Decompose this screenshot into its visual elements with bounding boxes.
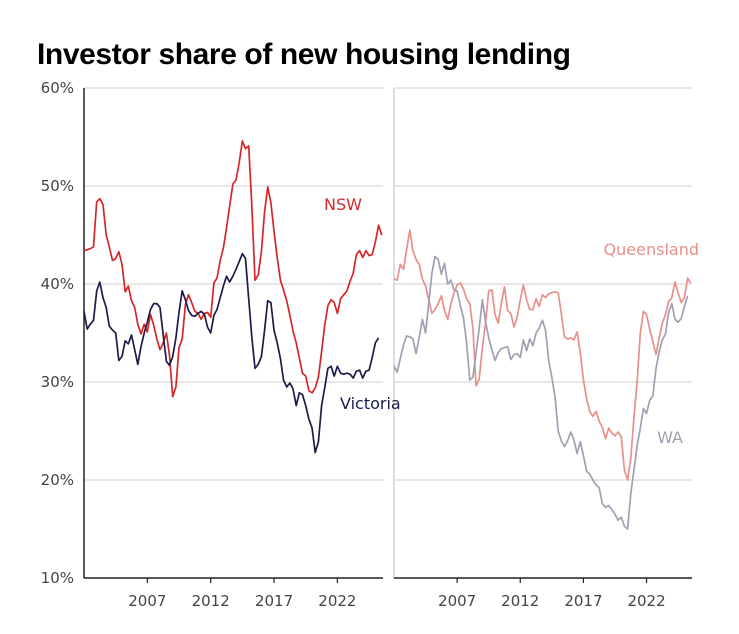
y-tick-label: 40% <box>41 275 74 293</box>
chart-title: Investor share of new housing lending <box>37 38 571 71</box>
series-line-nsw <box>83 140 383 398</box>
y-tick-label: 20% <box>41 471 74 489</box>
y-tick-label: 60% <box>41 79 74 97</box>
y-tick-label: 50% <box>41 177 74 195</box>
x-tick-label: 2017 <box>564 592 602 610</box>
series-lines <box>83 140 692 530</box>
series-line-queensland <box>393 229 692 481</box>
series-label-nsw: NSW <box>324 195 362 214</box>
series-labels: NSW Victoria Queensland WA <box>324 195 699 447</box>
x-tick-label: 2022 <box>627 592 665 610</box>
x-tick-label: 2022 <box>318 592 356 610</box>
gridlines <box>84 87 692 481</box>
x-tick-label: 2007 <box>438 592 476 610</box>
series-label-queensland: Queensland <box>604 240 699 259</box>
x-tick-label: 2012 <box>501 592 539 610</box>
y-axis-ticks: 10% 20% 30% 40% 50% 60% <box>41 79 74 587</box>
y-tick-label: 30% <box>41 373 74 391</box>
y-tick-label: 10% <box>41 569 74 587</box>
series-label-victoria: Victoria <box>340 394 401 413</box>
x-tick-label: 2007 <box>128 592 166 610</box>
x-axis-ticks: 2007 2012 2017 2022 2007 2012 2017 2022 <box>128 578 666 610</box>
x-tick-label: 2012 <box>192 592 230 610</box>
series-line-victoria <box>83 252 380 454</box>
axes <box>83 88 692 579</box>
series-line-wa <box>393 255 689 530</box>
series-label-wa: WA <box>657 428 683 447</box>
x-tick-label: 2017 <box>255 592 293 610</box>
